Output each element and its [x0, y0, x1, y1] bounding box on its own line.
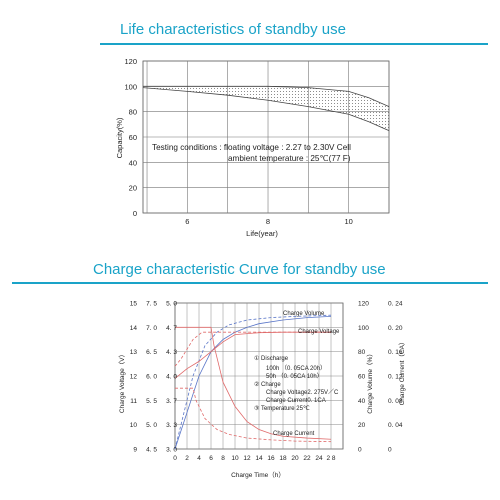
charge-xtick-label: 18: [279, 455, 287, 462]
charge-xtick-label: 24: [315, 455, 323, 462]
charge-left-tick-label: 11: [130, 398, 137, 405]
charge-right-tick-label: 0: [358, 447, 362, 454]
life-upper-curve: [143, 85, 390, 107]
charge-left-tick-label: 4. 7: [166, 325, 177, 332]
life-lower-curve: [142, 87, 390, 132]
life-ytick-label: 80: [129, 108, 137, 117]
life-xtick-label: 8: [266, 217, 270, 226]
life-ytick-label: 0: [133, 209, 137, 218]
charge-volume-label: Charge Volume: [283, 311, 325, 317]
charge-right-tick-label: 0. 12: [388, 374, 403, 381]
charge-right-tick-label: 0. 08: [388, 398, 403, 405]
life-ytick-label: 60: [129, 133, 137, 142]
charge-right-tick-label: 20: [358, 422, 366, 429]
charge-xtick-label: 20: [291, 455, 299, 462]
charge-voltage-axis-label: Charge Voltage（V）: [118, 351, 126, 413]
current-100h-curve: [175, 326, 332, 440]
charge-right-tick-label: 60: [358, 374, 366, 381]
charge-chart-title-underline: [12, 282, 488, 284]
charge-right-tick-label: 0. 04: [388, 422, 403, 429]
charge-xlabel: Charge Time（h）: [231, 471, 285, 479]
charge-left-tick-label: 14: [130, 325, 138, 332]
charge-left-tick-label: 6. 5: [146, 349, 157, 356]
charge-current-label: Charge Current: [273, 431, 315, 437]
charge-xtick-label: 16: [267, 455, 275, 462]
life-ytick-label: 40: [129, 158, 137, 167]
charge-xtick-label: 12: [243, 455, 251, 462]
life-xtick-label: 6: [185, 217, 189, 226]
charge-xtick-label: 0: [173, 455, 177, 462]
charge-xtick-label: 14: [255, 455, 263, 462]
charge-left-tick-label: 7. 5: [146, 301, 157, 308]
charge-right-tick-label: 0. 16: [388, 349, 403, 356]
charge-left-tick-label: 12: [130, 374, 138, 381]
charge-left-tick-label: 3. 3: [166, 422, 177, 429]
charge-left-tick-label: 6. 0: [146, 374, 157, 381]
life-chart-title-underline: [100, 43, 488, 45]
charge-left-tick-label: 3. 0: [166, 447, 177, 454]
charge-left-tick-label: 13: [130, 349, 138, 356]
charge-legend: ① Discharge 100h （0. 05CA 20h） 50h （0. 0…: [254, 355, 339, 412]
charge-xtick-label: 4: [197, 455, 201, 462]
charge-right-tick-label: 0. 20: [388, 325, 403, 332]
charge-right-tick-label: 0. 24: [388, 301, 403, 308]
charge-left-tick-label: 4. 5: [146, 447, 157, 454]
charge-right-tick-label: 0: [388, 447, 392, 454]
charge-left-tick-label: 5. 0: [166, 301, 177, 308]
life-annotation-line1: Testing conditions : floating voltage : …: [152, 143, 351, 152]
charge-current-axis-label: Charge Current（CA）: [398, 339, 406, 406]
legend-line-1: ① Discharge: [254, 355, 289, 362]
legend-line-3: 50h （0. 05CA 10h）: [266, 373, 323, 380]
legend-line-7: ③ Temperature 25℃: [254, 405, 310, 412]
charge-left-tick-label: 3. 7: [166, 398, 177, 405]
life-area: [143, 86, 389, 131]
charge-right-tick-label: 40: [358, 398, 366, 405]
legend-line-2: 100h （0. 05CA 20h）: [266, 365, 326, 372]
life-chart: 0 20 40 60 80 100 120 6 8 10 Testing conditions :…: [115, 57, 390, 238]
charge-left-tick-label: 7. 0: [146, 325, 157, 332]
charge-left-tick-label: 4. 3: [166, 349, 177, 356]
charge-xtick-label: 8: [221, 455, 225, 462]
legend-line-4: ② Charge: [254, 381, 281, 388]
charge-left-tick-label: 4. 0: [166, 374, 177, 381]
life-capacity-band: [143, 86, 389, 131]
charge-left-tick-label: 5. 5: [146, 398, 157, 405]
life-ticks: 0 20 40 60 80 100 120 6 8 10: [124, 57, 352, 226]
charge-left-tick-label: 5. 0: [146, 422, 157, 429]
charge-left-tick-label: 9: [133, 447, 137, 454]
charge-xtick-label: 10: [231, 455, 239, 462]
charge-right-tick-label: 120: [358, 301, 369, 308]
life-annotation-line2: ambient temperature : 25℃(77 F): [228, 154, 351, 163]
charge-left-tick-label: 10: [130, 422, 138, 429]
volume-100h-curve: [174, 315, 332, 450]
life-ytick-label: 100: [124, 82, 137, 91]
charge-xtick-label: 6: [209, 455, 213, 462]
legend-line-5: Charge Voltage2. 275V／C: [266, 389, 339, 396]
life-ylabel: Capacity(%): [115, 117, 124, 158]
charge-voltage-label: Charge Voltage: [298, 329, 340, 335]
charge-xtick-label: 2: [185, 455, 189, 462]
charge-ticks: 0 2 4 6 8 10 12 14 16 18 20 22 24 2 815141312111097. …: [130, 301, 403, 463]
life-ytick-label: 20: [129, 184, 137, 193]
charge-volume-axis-label: Charge Volume（%）: [366, 350, 374, 414]
charge-left-tick-label: 15: [130, 301, 138, 308]
life-xlabel: Life(year): [246, 229, 278, 238]
life-chart-title: Life characteristics of standby use: [120, 21, 346, 38]
life-lines: [142, 85, 390, 132]
charge-xtick-label: 2 8: [326, 455, 335, 462]
charge-right-tick-label: 100: [358, 325, 369, 332]
life-xtick-label: 10: [345, 217, 353, 226]
legend-line-6: Charge Current0. 1CA: [266, 398, 326, 404]
charge-lines: [174, 314, 332, 450]
volume-50h-curve: [174, 314, 332, 450]
life-ytick-label: 120: [124, 57, 137, 66]
charge-right-tick-label: 80: [358, 349, 366, 356]
charge-xtick-label: 22: [303, 455, 311, 462]
charge-chart-title: Charge characteristic Curve for standby …: [93, 261, 386, 278]
voltage-50h-curve: [174, 331, 331, 367]
